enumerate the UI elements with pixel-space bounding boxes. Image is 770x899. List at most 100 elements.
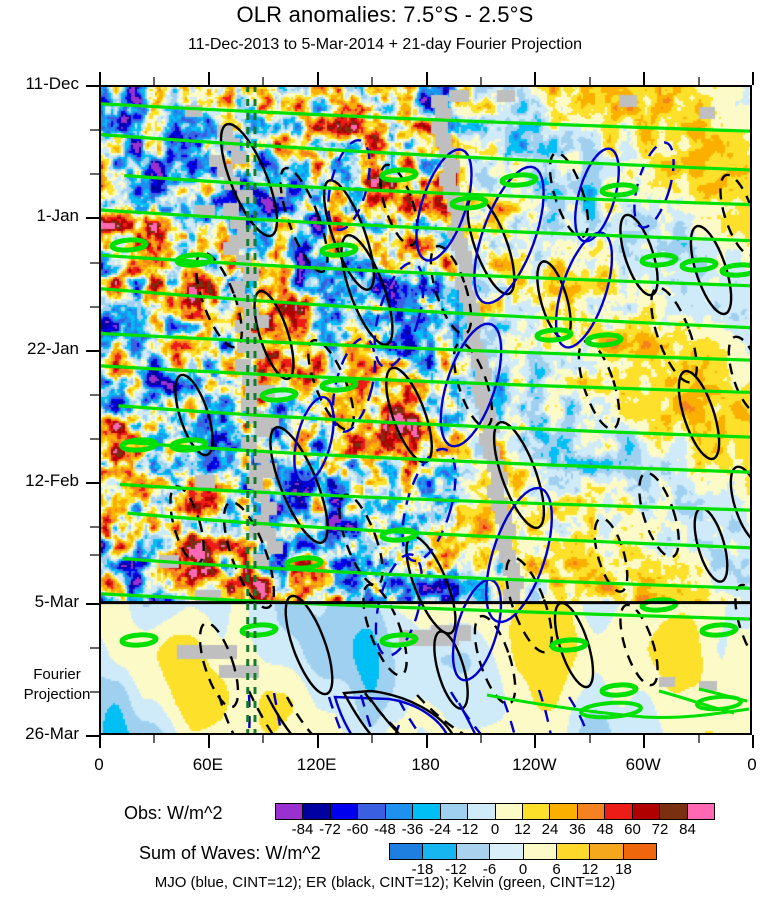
y-axis-label: 1-Jan	[36, 206, 79, 226]
contour-path	[593, 517, 629, 593]
contour-path	[265, 694, 294, 735]
colorbar-tick-label: 12	[581, 861, 599, 878]
x-axis-tick	[643, 735, 646, 748]
contour-path	[699, 622, 739, 638]
contour-path	[198, 621, 240, 709]
colorbar-swatch	[577, 804, 606, 819]
x-axis-minor-tick	[153, 735, 156, 743]
y-axis-tick	[86, 349, 99, 352]
contour-path	[449, 195, 489, 211]
contour-path	[119, 632, 159, 648]
contour-path	[499, 172, 539, 188]
colorbar-tick-label: -84	[291, 821, 314, 838]
contour-path	[362, 583, 408, 677]
x-axis-tick	[316, 735, 319, 748]
colorbar-swatch	[590, 844, 624, 859]
colorbar-tick-label: -6	[482, 861, 497, 878]
contour-path	[397, 699, 422, 735]
y-axis-minor-tick	[90, 393, 99, 396]
colorbar-swatch	[413, 804, 441, 819]
contour-path	[219, 122, 279, 238]
contour-path	[284, 555, 324, 571]
colorbar-obs-ticks: -84 -72 -60 -48 -36 -24 -12 0 12 24 36 48 60 72 84	[275, 820, 715, 840]
y-axis-label: 11-Dec	[25, 74, 79, 93]
contour-path	[239, 622, 279, 638]
contour-path	[247, 690, 275, 735]
x-axis-label: 120E	[296, 755, 337, 774]
x-axis-label: 180	[411, 755, 440, 774]
y-axis-tick	[86, 735, 99, 737]
x-axis-top-minor-tick	[371, 77, 374, 85]
wave-legend-caption: MJO (blue, CINT=12); ER (black, CINT=12)…	[154, 874, 616, 891]
y-axis-label: 26-Mar	[25, 724, 79, 743]
colorbar-obs-swatches	[275, 803, 715, 820]
contour-path	[486, 693, 750, 720]
x-axis-label: 120W	[512, 755, 557, 774]
contour-path	[99, 102, 752, 133]
y-axis-minor-tick	[90, 261, 99, 264]
y-axis-tick	[86, 482, 99, 485]
contour-path	[584, 332, 624, 348]
x-axis-top-minor-tick	[588, 77, 591, 85]
contour-path	[322, 179, 376, 292]
colorbar-tick-label: 36	[569, 821, 586, 838]
x-axis-top-minor-tick	[153, 77, 156, 85]
colorbar-swatch	[550, 804, 578, 819]
contour-path	[639, 252, 679, 268]
y-axis-minor-tick	[90, 173, 99, 176]
contour-path	[451, 578, 503, 682]
x-axis-tick	[752, 735, 754, 748]
y-axis-minor-tick	[90, 438, 99, 441]
x-axis-top-minor-tick	[262, 77, 265, 85]
hovmoller-plot[interactable]	[99, 85, 752, 735]
contour-path	[368, 696, 402, 735]
contour-path	[579, 700, 643, 720]
colorbar-swatch	[468, 804, 496, 819]
contour-path	[333, 695, 449, 735]
colorbar-sum-of-waves: -18 -12 -6 0 6 12 18	[389, 843, 657, 880]
contour-path	[272, 692, 283, 735]
fourier-projection-label: Fourier Projection	[18, 665, 96, 705]
contour-path	[379, 527, 419, 543]
contour-path	[650, 286, 699, 384]
colorbar-swatch	[605, 804, 633, 819]
contour-path	[534, 327, 574, 343]
y-axis-label: 5-Mar	[34, 591, 79, 611]
guide-lines	[99, 85, 752, 733]
colorbar-obs-label: Obs: W/m^2	[124, 803, 223, 823]
contour-path	[279, 167, 329, 274]
y-axis-label: 12-Feb	[25, 471, 79, 491]
contour-path	[695, 694, 743, 712]
contour-path	[693, 507, 729, 583]
colorbar-tick-label: 84	[679, 821, 696, 838]
contour-path	[554, 231, 614, 349]
y-axis-tick	[86, 217, 99, 220]
contour-path	[677, 369, 721, 461]
contour-path	[99, 132, 752, 172]
contour-path	[338, 493, 384, 587]
contour-path	[439, 322, 503, 448]
y-axis-tick	[86, 85, 99, 87]
contour-path	[122, 557, 752, 590]
x-axis-top-tick	[752, 72, 754, 85]
x-axis-top-tick	[643, 72, 646, 85]
colorbar-tick-label: -60	[346, 821, 369, 838]
page-subtitle: 11-Dec-2013 to 5-Mar-2014 + 21-day Fouri…	[187, 36, 583, 53]
x-axis-tick	[534, 735, 537, 748]
contour-path	[638, 471, 680, 559]
contour-path	[689, 224, 733, 316]
x-axis-top-tick	[425, 72, 428, 85]
colorbar-swatch	[330, 804, 359, 819]
colorbar-swatch	[390, 844, 424, 859]
contour-path	[127, 511, 752, 550]
contour-path	[174, 252, 214, 268]
colorbar-swatch	[623, 844, 656, 859]
contour-path	[473, 614, 517, 706]
colorbar-tick-label: -36	[401, 821, 424, 838]
y-axis-minor-tick	[90, 554, 99, 557]
colorbar-swatch	[522, 804, 551, 819]
colorbar-tick-label: 48	[596, 821, 614, 838]
colorbar-swatch	[687, 804, 714, 819]
colorbar-tick-label: -12	[456, 821, 479, 838]
contour-path	[340, 234, 394, 347]
